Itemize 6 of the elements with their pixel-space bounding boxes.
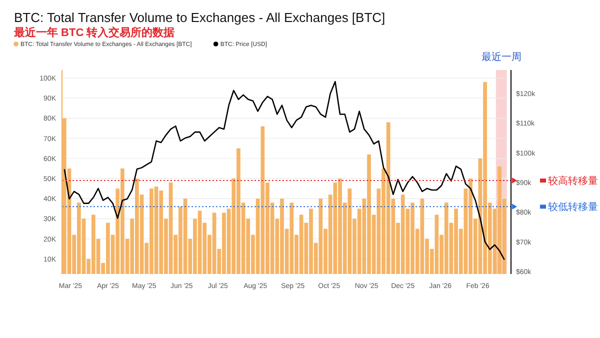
ref-line-label: 较低转移量 <box>548 201 598 214</box>
line-series <box>64 80 506 260</box>
chart-subtitle: 最近一年 BTC 转入交易所的数据 <box>13 26 175 39</box>
ref-line-label: 较高转移量 <box>548 175 598 188</box>
chart-title: BTC: Total Transfer Volume to Exchanges - All Exchanges [BTC] <box>14 10 386 25</box>
band-label: 最近一周 <box>481 51 522 63</box>
